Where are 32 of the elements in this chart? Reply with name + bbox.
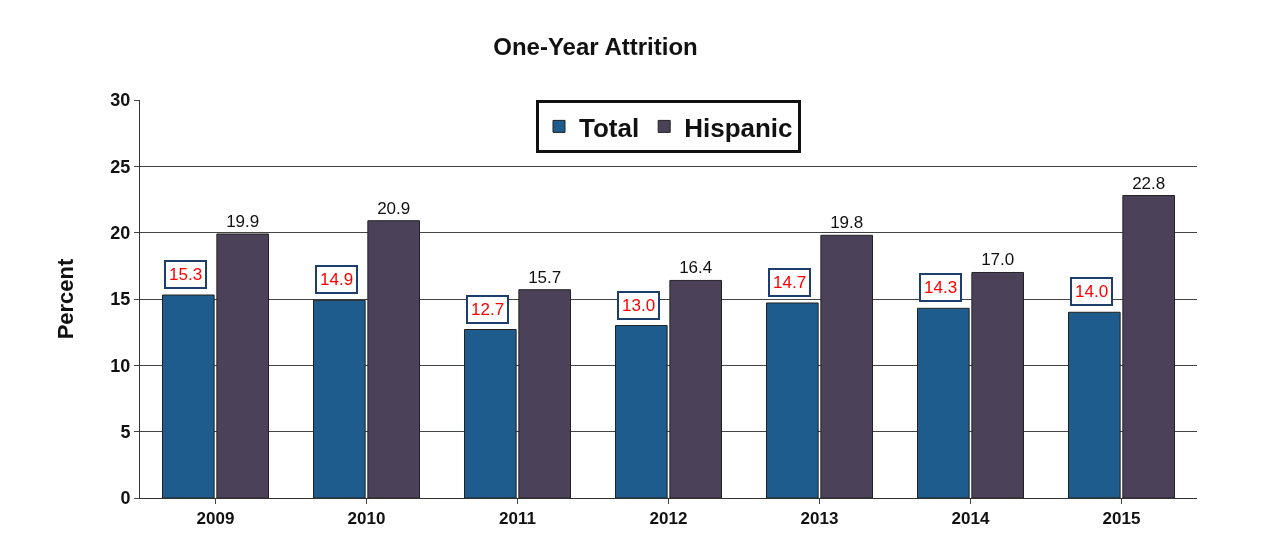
- y-tick-label: 10: [110, 355, 131, 376]
- y-tick-label: 25: [110, 156, 131, 177]
- data-label: 14.0: [1075, 282, 1109, 301]
- data-label: 16.4: [679, 258, 713, 278]
- x-tick-label: 2014: [951, 509, 990, 529]
- y-tick-label: 0: [120, 488, 131, 509]
- chart-title: One-Year Attrition: [493, 33, 698, 61]
- x-tick-label: 2013: [800, 509, 839, 529]
- y-tick-label: 5: [120, 421, 131, 442]
- x-tick-label: 2012: [649, 509, 688, 529]
- data-label: 14.9: [320, 270, 354, 289]
- y-axis-title: Percent: [53, 257, 79, 340]
- x-tick-label: 2010: [347, 509, 386, 529]
- data-label: 19.8: [830, 213, 864, 233]
- x-tick-label: 2015: [1102, 509, 1141, 529]
- legend-label: Hispanic: [684, 112, 793, 143]
- y-tick-label: 15: [110, 289, 131, 310]
- data-label: 15.3: [169, 265, 203, 284]
- data-label: 14.3: [924, 278, 958, 297]
- x-tick-label: 2011: [499, 509, 536, 529]
- y-tick-label: 20: [110, 222, 131, 243]
- data-label: 12.7: [471, 300, 505, 319]
- x-tick-label: 2009: [196, 509, 235, 529]
- data-label: 13.0: [622, 296, 656, 315]
- data-label: 15.7: [528, 267, 562, 287]
- legend-label: Total: [579, 112, 640, 143]
- data-label: 20.9: [377, 198, 411, 218]
- data-label: 17.0: [981, 250, 1015, 270]
- y-tick-label: 30: [110, 90, 131, 111]
- data-label: 22.8: [1132, 173, 1166, 193]
- data-label: 19.9: [226, 211, 260, 231]
- data-label: 14.7: [773, 273, 807, 292]
